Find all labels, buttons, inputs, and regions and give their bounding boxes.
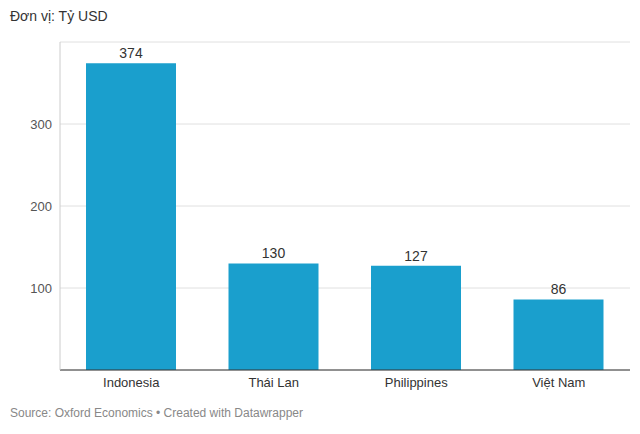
svg-text:130: 130 bbox=[262, 245, 286, 261]
svg-text:127: 127 bbox=[404, 248, 428, 264]
svg-text:Thái Lan: Thái Lan bbox=[248, 375, 299, 390]
svg-text:Philippines: Philippines bbox=[385, 375, 448, 390]
svg-text:100: 100 bbox=[30, 281, 52, 296]
svg-text:200: 200 bbox=[30, 199, 52, 214]
svg-text:Indonesia: Indonesia bbox=[103, 375, 160, 390]
svg-text:300: 300 bbox=[30, 117, 52, 132]
svg-text:Việt Nam: Việt Nam bbox=[532, 375, 585, 390]
html-text:Source: Oxford Economics • Cre: Source: Oxford Economics • Created with … bbox=[10, 406, 303, 420]
html-text:Đơn vị: Tỷ USD: Đơn vị: Tỷ USD bbox=[10, 8, 108, 24]
svg-text:374: 374 bbox=[119, 45, 143, 61]
svg-text:86: 86 bbox=[551, 281, 567, 297]
